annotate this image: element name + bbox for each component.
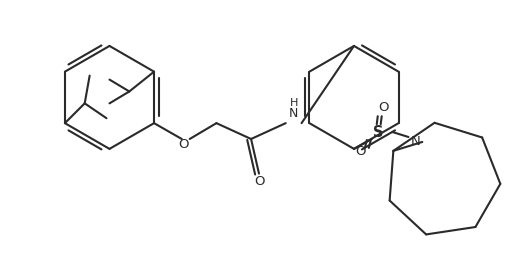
Text: O: O xyxy=(254,175,265,188)
Text: O: O xyxy=(378,101,388,114)
Text: O: O xyxy=(355,145,365,158)
Text: S: S xyxy=(373,125,383,139)
Text: N: N xyxy=(289,107,298,120)
Text: N: N xyxy=(410,136,419,148)
Text: H: H xyxy=(289,98,297,108)
Text: O: O xyxy=(178,138,189,152)
